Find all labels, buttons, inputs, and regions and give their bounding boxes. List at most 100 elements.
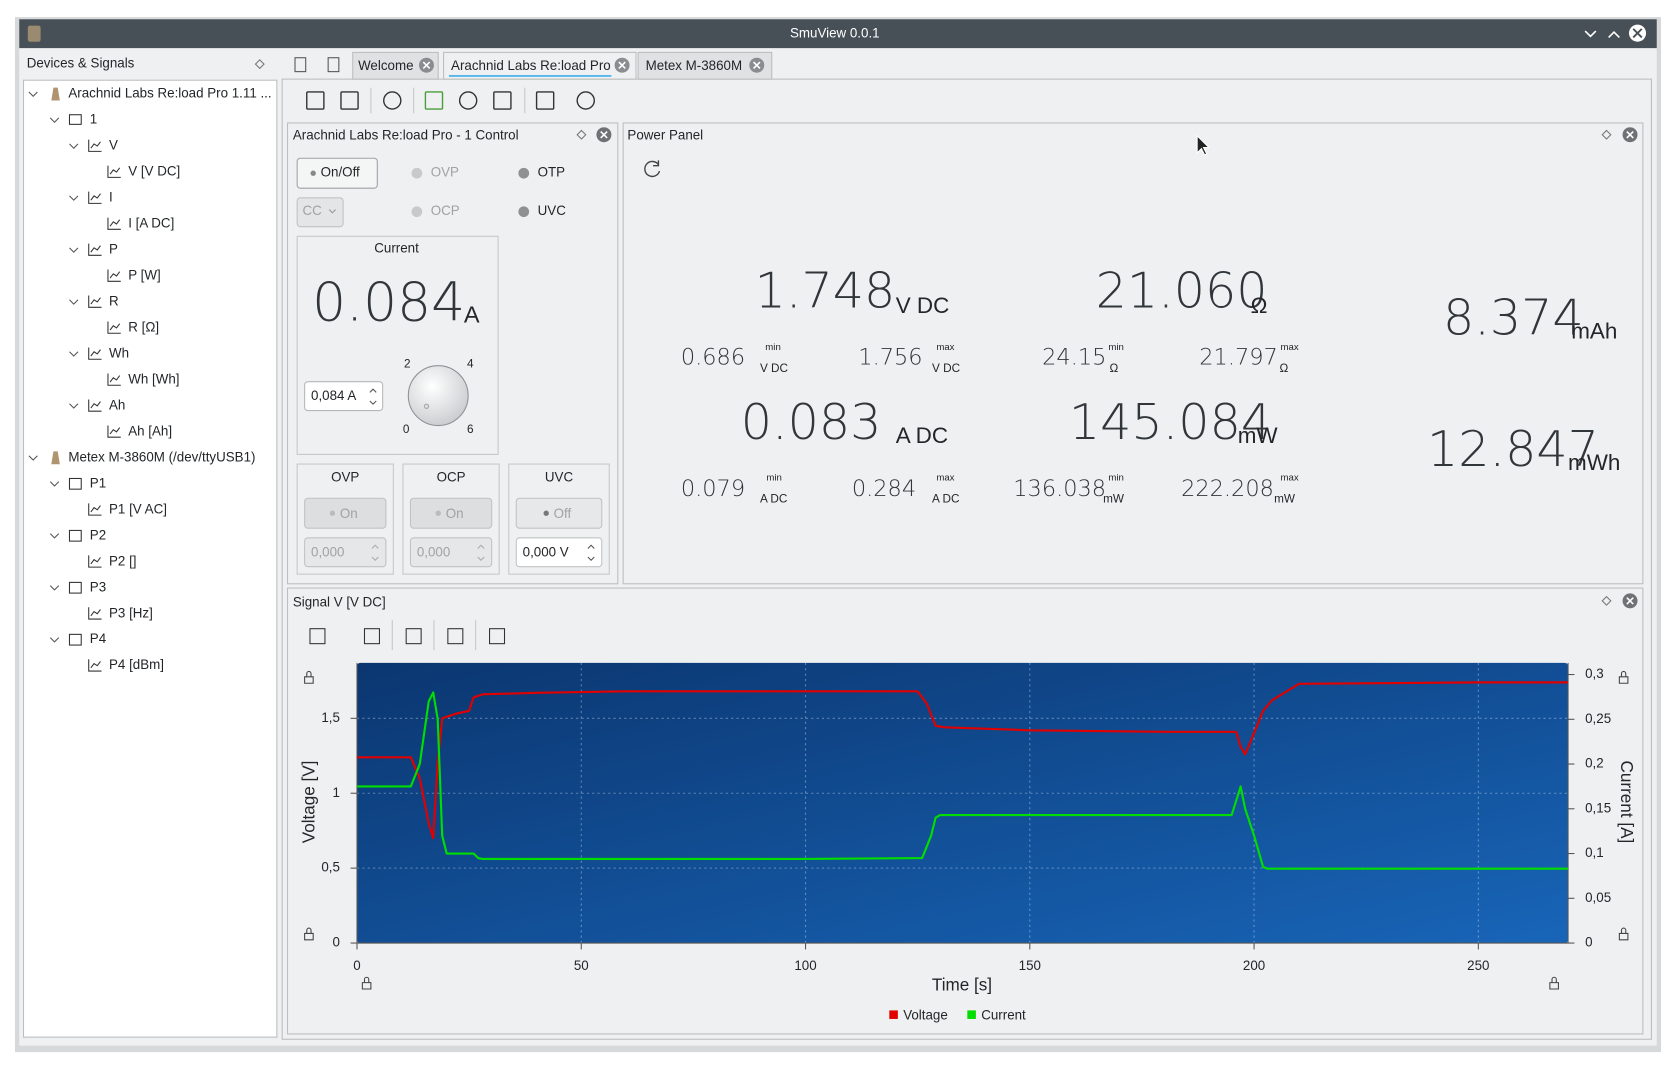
dock-title: Devices & Signals [27, 56, 135, 71]
tree-item: P1 [90, 475, 106, 490]
plot-tool[interactable] [363, 628, 380, 645]
axis-lock[interactable] [361, 976, 372, 990]
on-off-button[interactable] [296, 157, 378, 189]
display-min-label: min [766, 472, 781, 483]
tab-label: Welcome [358, 58, 413, 73]
knob-label: 6 [467, 423, 474, 436]
toolbar-button[interactable] [493, 91, 512, 110]
toolbar-button[interactable] [576, 91, 595, 110]
series-line [357, 681, 1569, 840]
folder-icon [68, 114, 82, 125]
plot-tool[interactable] [309, 628, 326, 645]
expander[interactable] [69, 351, 79, 357]
toolbar-button[interactable] [383, 91, 402, 110]
expander[interactable] [28, 91, 38, 97]
expander[interactable] [49, 637, 60, 643]
y2-axis-label: Current [A] [1617, 761, 1636, 844]
protection-spinbox[interactable] [409, 537, 493, 568]
toolbar-button[interactable] [340, 91, 359, 110]
spin-arrows [587, 544, 595, 562]
expander[interactable] [49, 481, 60, 487]
led [435, 510, 441, 516]
button-label: On/Off [321, 165, 360, 180]
display-max-unit: V DC [932, 362, 961, 375]
series-line [357, 691, 1569, 870]
mode-combo[interactable] [296, 197, 344, 228]
tree-item: P2 [90, 527, 106, 542]
setpoint-spinbox[interactable] [304, 381, 384, 412]
expander[interactable] [69, 195, 79, 201]
axis-lock[interactable] [304, 670, 314, 684]
minimize-button[interactable] [1584, 30, 1597, 38]
display-max-unit: A DC [932, 492, 960, 505]
protection-button[interactable] [409, 497, 493, 529]
protection-spinbox[interactable] [304, 537, 387, 568]
expander[interactable] [49, 533, 60, 539]
x-tick-label: 0 [353, 958, 360, 973]
plot-canvas[interactable] [357, 662, 1569, 944]
group-title: OVP [331, 469, 359, 484]
axis-lock[interactable] [1618, 670, 1629, 684]
toolbar-button[interactable] [458, 91, 478, 110]
display-min-label: min [1108, 472, 1123, 483]
tree-item: Ah [Ah] [128, 423, 172, 438]
power-panel [622, 122, 1644, 585]
axis-lock[interactable] [1618, 927, 1629, 941]
tab[interactable] [443, 51, 637, 80]
display-min-label: min [1108, 342, 1123, 353]
plot-tool[interactable] [489, 628, 506, 645]
display-unit: V DC [896, 293, 950, 318]
maximize-button[interactable] [1608, 30, 1620, 38]
toolbar-button[interactable] [306, 91, 325, 110]
toolbar-button[interactable] [535, 91, 555, 110]
new-tab-icon[interactable] [294, 57, 307, 73]
dock-float[interactable] [254, 59, 265, 70]
signal-icon [107, 425, 121, 438]
plot-tool[interactable] [405, 628, 422, 645]
protection-spinbox[interactable] [515, 537, 603, 568]
expander[interactable] [28, 455, 38, 461]
lcd-unit: A [464, 302, 480, 328]
dock-title: Power Panel [627, 127, 703, 142]
toolbar-button[interactable] [424, 91, 444, 110]
protection-button[interactable] [515, 497, 603, 529]
y2-tick-label: 0,2 [1585, 756, 1604, 771]
tree-item: Ah [109, 397, 125, 412]
spinbox-value: 0,000 [417, 544, 450, 559]
tree-item: Wh [Wh] [128, 371, 179, 386]
plot-tool[interactable] [447, 628, 464, 645]
tree-item: V [109, 138, 118, 153]
expander[interactable] [69, 143, 79, 149]
close-glyph [752, 61, 761, 69]
close-glyph [1632, 28, 1643, 39]
refresh-icon[interactable] [644, 160, 661, 178]
axis-lock[interactable] [1549, 976, 1559, 990]
x-tick-label: 250 [1467, 958, 1489, 973]
signal-icon [88, 243, 102, 256]
expander[interactable] [49, 117, 60, 123]
y2-tick-label: 0,05 [1585, 890, 1611, 905]
expander[interactable] [69, 299, 79, 305]
protection-group [402, 463, 500, 575]
expander[interactable] [69, 403, 79, 409]
protection-button[interactable] [304, 497, 387, 529]
display-unit: mAh [1571, 318, 1617, 343]
spinbox-value: 0,000 V [523, 544, 569, 559]
dock-float[interactable] [1601, 129, 1612, 140]
axis-lock[interactable] [304, 927, 314, 941]
dock-float[interactable] [576, 129, 587, 140]
signal-icon [88, 503, 102, 516]
display-max-unit: Ω [1279, 362, 1288, 375]
tree-item: P3 [Hz] [109, 605, 153, 620]
dock-float[interactable] [1601, 595, 1612, 606]
x-tick-label: 150 [1019, 958, 1041, 973]
knob[interactable] [407, 365, 469, 427]
signal-icon [88, 295, 102, 308]
tree-item: P3 [90, 579, 106, 594]
display-value: 12.847 [1427, 420, 1599, 478]
expander[interactable] [49, 585, 60, 591]
new-tab-icon[interactable] [327, 57, 340, 73]
expander[interactable] [69, 247, 79, 253]
spin-arrows [369, 388, 377, 405]
legend-swatch [967, 1010, 976, 1019]
